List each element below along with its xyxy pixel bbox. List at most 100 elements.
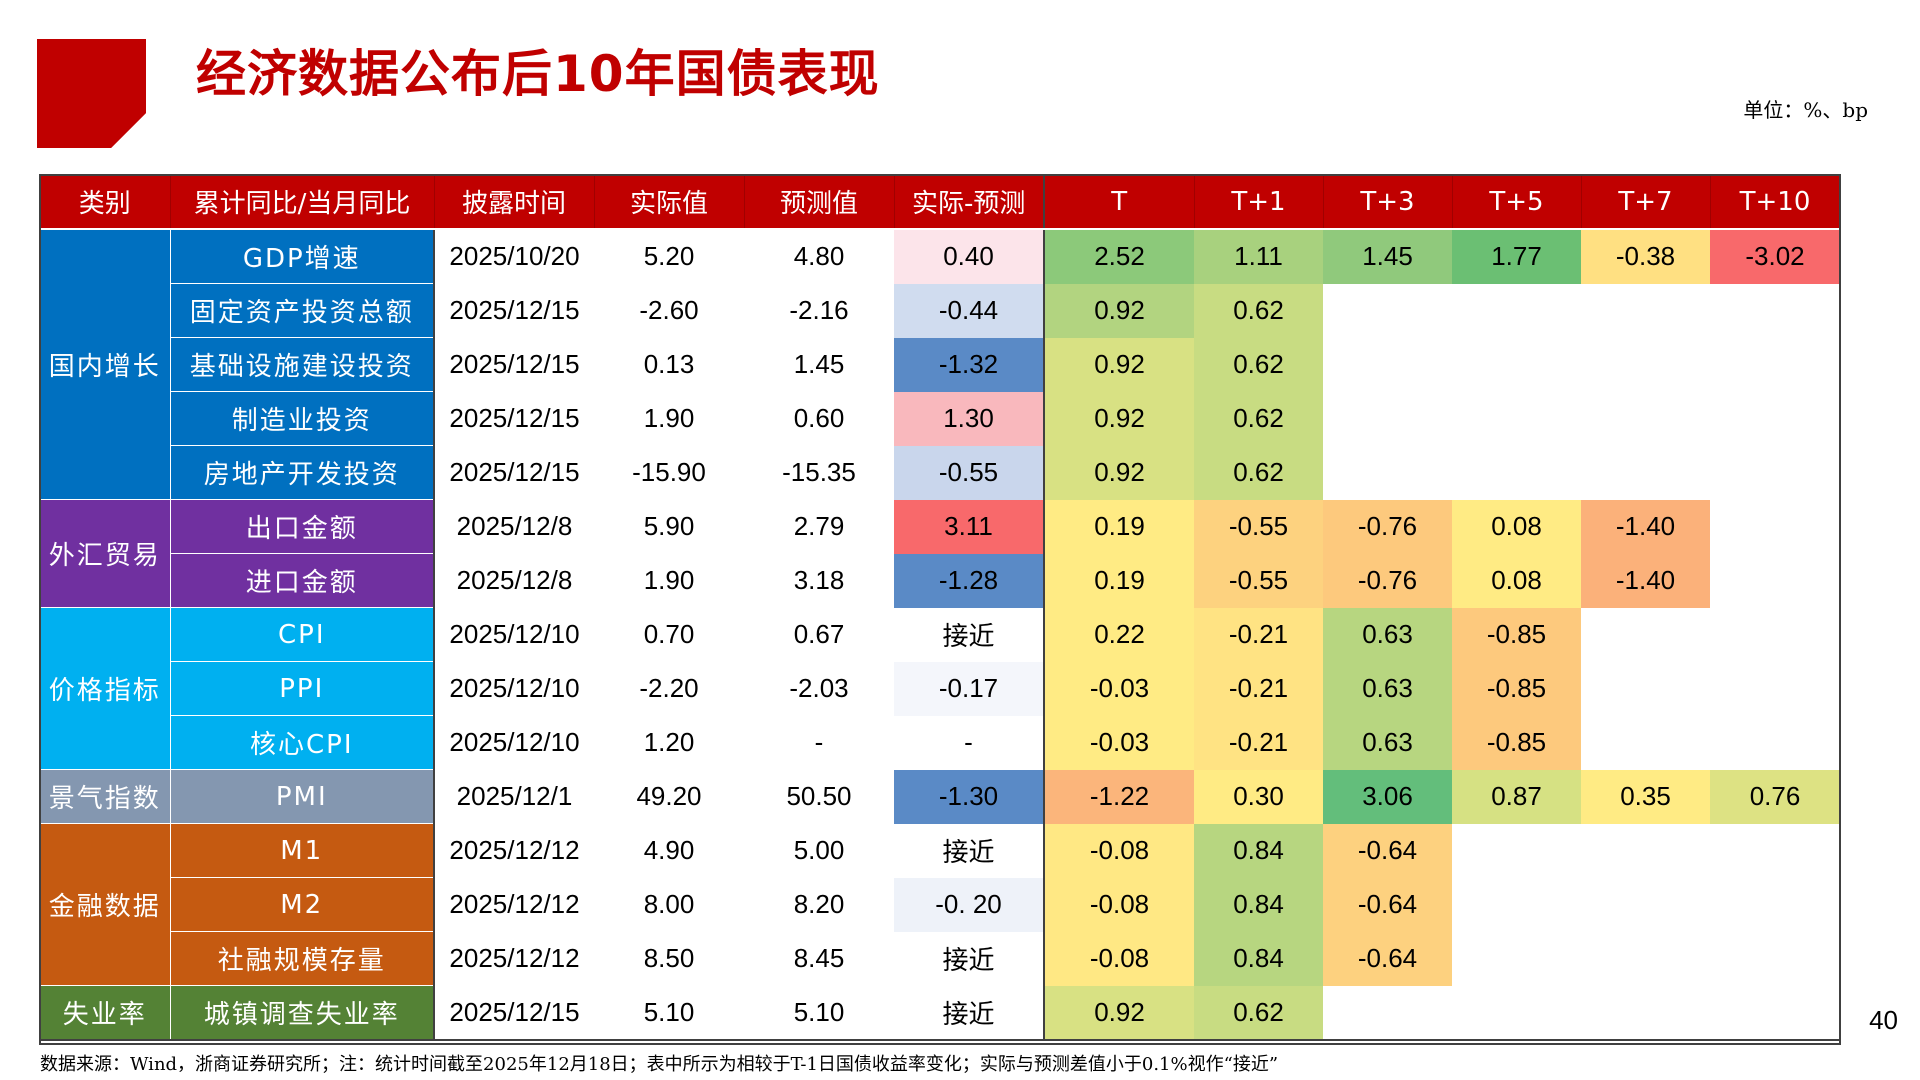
indicator-cell: M1 xyxy=(170,823,435,878)
empty-cell xyxy=(1452,338,1581,392)
table-row: 国内增长 GDP增速 2025/10/20 5.20 4.80 0.40 2.52 1.11 1… xyxy=(40,229,1840,500)
actual-cell: 4.90 xyxy=(643,835,695,865)
surprise-cell: - xyxy=(894,715,1044,770)
yield-change-cell: 0.08 xyxy=(1452,553,1581,608)
indicator-cell: PPI xyxy=(170,661,435,716)
yield-change-cell: 0.84 xyxy=(1194,877,1323,932)
empty-cell xyxy=(1323,284,1452,338)
yield-change-cell: 0.92 xyxy=(1043,445,1194,500)
table-row: 社融规模存量 2025/12/12 8.50 8.45 接近 -0.08 0.84 -0.64 xyxy=(40,931,1840,986)
header-t3: T+3 xyxy=(1323,175,1453,230)
date-cell: 2025/12/15 xyxy=(449,457,580,487)
forecast-cell: 2.79 xyxy=(793,511,845,541)
yield-change-cell: -0.85 xyxy=(1452,661,1581,716)
indicator-cell: 出口金额 xyxy=(170,499,435,554)
yield-change-cell: -0.21 xyxy=(1194,661,1323,716)
page-number: 40 xyxy=(1869,1005,1898,1035)
yield-change-cell: -1.40 xyxy=(1581,553,1710,608)
table-header-row: 类别 累计同比/当月同比 披露时间 实际值 预测值 实际-预测 T T+1 T+… xyxy=(40,175,1841,230)
forecast-cell: - xyxy=(814,727,824,757)
empty-cell xyxy=(1323,392,1452,446)
forecast-cell: 1.45 xyxy=(793,349,845,379)
empty-cell xyxy=(1710,284,1840,338)
surprise-cell: 3.11 xyxy=(894,499,1044,554)
empty-cell xyxy=(1710,985,1840,1041)
surprise-cell: 接近 xyxy=(894,607,1044,662)
header-surprise: 实际-预测 xyxy=(894,175,1045,230)
indicator-cell: CPI xyxy=(170,607,435,662)
empty-cell xyxy=(1452,824,1581,878)
empty-cell xyxy=(1710,824,1840,878)
actual-cell: 1.20 xyxy=(643,727,695,757)
forecast-cell: -15.35 xyxy=(782,457,856,487)
empty-cell xyxy=(1581,878,1710,932)
empty-cell xyxy=(1452,932,1581,986)
table-row: 固定资产投资总额 2025/12/15 -2.60 -2.16 -0.44 0.92 0.6… xyxy=(40,283,1840,338)
empty-cell xyxy=(1581,284,1710,338)
empty-cell xyxy=(1452,284,1581,338)
yield-change-cell: 1.77 xyxy=(1452,229,1581,284)
table-row: 基础设施建设投资 2025/12/15 0.13 1.45 -1.32 0.92 0.62 xyxy=(40,337,1840,392)
indicator-cell: 固定资产投资总额 xyxy=(170,283,435,338)
surprise-cell: -1.30 xyxy=(894,769,1044,824)
actual-cell: 8.00 xyxy=(643,889,695,919)
table-row: M2 2025/12/12 8.00 8.20 -0. 20 -0.08 0.84 -0.64 xyxy=(40,877,1840,932)
date-cell: 2025/12/10 xyxy=(449,619,580,649)
actual-cell: -2.20 xyxy=(639,673,699,703)
forecast-cell: 3.18 xyxy=(793,565,845,595)
yield-change-cell: -0.64 xyxy=(1323,823,1452,878)
yield-change-cell: 3.06 xyxy=(1323,769,1452,824)
date-cell: 2025/12/15 xyxy=(449,349,580,379)
yield-change-cell: 1.45 xyxy=(1323,229,1452,284)
actual-cell: 8.50 xyxy=(643,943,695,973)
forecast-cell: 8.45 xyxy=(793,943,845,973)
empty-cell xyxy=(1710,338,1840,392)
yield-change-cell: -0.21 xyxy=(1194,715,1323,770)
header-t5: T+5 xyxy=(1452,175,1582,230)
indicator-cell: GDP增速 xyxy=(170,229,435,284)
yield-change-cell: -0.76 xyxy=(1323,499,1452,554)
table-row: 景气指数 PMI 2025/12/1 49.20 50.50 -1.30 -1.22 0.30… xyxy=(40,769,1840,824)
surprise-cell: 接近 xyxy=(894,931,1044,986)
date-cell: 2025/12/1 xyxy=(456,781,573,811)
yield-change-cell: -0.76 xyxy=(1323,553,1452,608)
yield-change-cell: -3.02 xyxy=(1710,229,1840,284)
empty-cell xyxy=(1581,338,1710,392)
table-row: 金融数据 M1 2025/12/12 4.90 5.00 接近 -0.08 0.84 -0.64 xyxy=(40,823,1840,986)
empty-cell xyxy=(1710,608,1840,662)
empty-cell xyxy=(1452,878,1581,932)
empty-cell xyxy=(1710,878,1840,932)
header-category: 类别 xyxy=(40,175,171,230)
date-cell: 2025/12/8 xyxy=(456,565,573,595)
empty-cell xyxy=(1581,608,1710,662)
bond-performance-table: 类别 累计同比/当月同比 披露时间 实际值 预测值 实际-预测 T T+1 T+… xyxy=(40,175,1841,1041)
date-cell: 2025/12/12 xyxy=(449,889,580,919)
empty-cell xyxy=(1710,446,1840,500)
yield-change-cell: -0.08 xyxy=(1043,823,1194,878)
empty-cell xyxy=(1710,716,1840,770)
yield-change-cell: 0.63 xyxy=(1323,607,1452,662)
yield-change-cell: 0.84 xyxy=(1194,823,1323,878)
yield-change-cell: -0.38 xyxy=(1581,229,1710,284)
yield-change-cell: 1.11 xyxy=(1194,229,1323,284)
yield-change-cell: 0.87 xyxy=(1452,769,1581,824)
table-row: 制造业投资 2025/12/15 1.90 0.60 1.30 0.92 0.62 xyxy=(40,391,1840,446)
actual-cell: -15.90 xyxy=(632,457,706,487)
date-cell: 2025/12/10 xyxy=(449,727,580,757)
yield-change-cell: -0.55 xyxy=(1194,553,1323,608)
yield-change-cell: 0.08 xyxy=(1452,499,1581,554)
empty-cell xyxy=(1323,338,1452,392)
empty-cell xyxy=(1323,446,1452,500)
header-forecast: 预测值 xyxy=(744,175,895,230)
forecast-cell: 50.50 xyxy=(786,781,852,811)
indicator-cell: 基础设施建设投资 xyxy=(170,337,435,392)
actual-cell: 1.90 xyxy=(643,565,695,595)
date-cell: 2025/12/12 xyxy=(449,943,580,973)
table-row: 失业率 城镇调查失业率 2025/12/15 5.10 5.10 接近 0.92 0.62 xyxy=(40,985,1840,1041)
empty-cell xyxy=(1581,716,1710,770)
empty-cell xyxy=(1581,824,1710,878)
yield-change-cell: 2.52 xyxy=(1043,229,1194,284)
indicator-cell: M2 xyxy=(170,877,435,932)
yield-change-cell: 0.92 xyxy=(1043,337,1194,392)
header-actual: 实际值 xyxy=(594,175,745,230)
